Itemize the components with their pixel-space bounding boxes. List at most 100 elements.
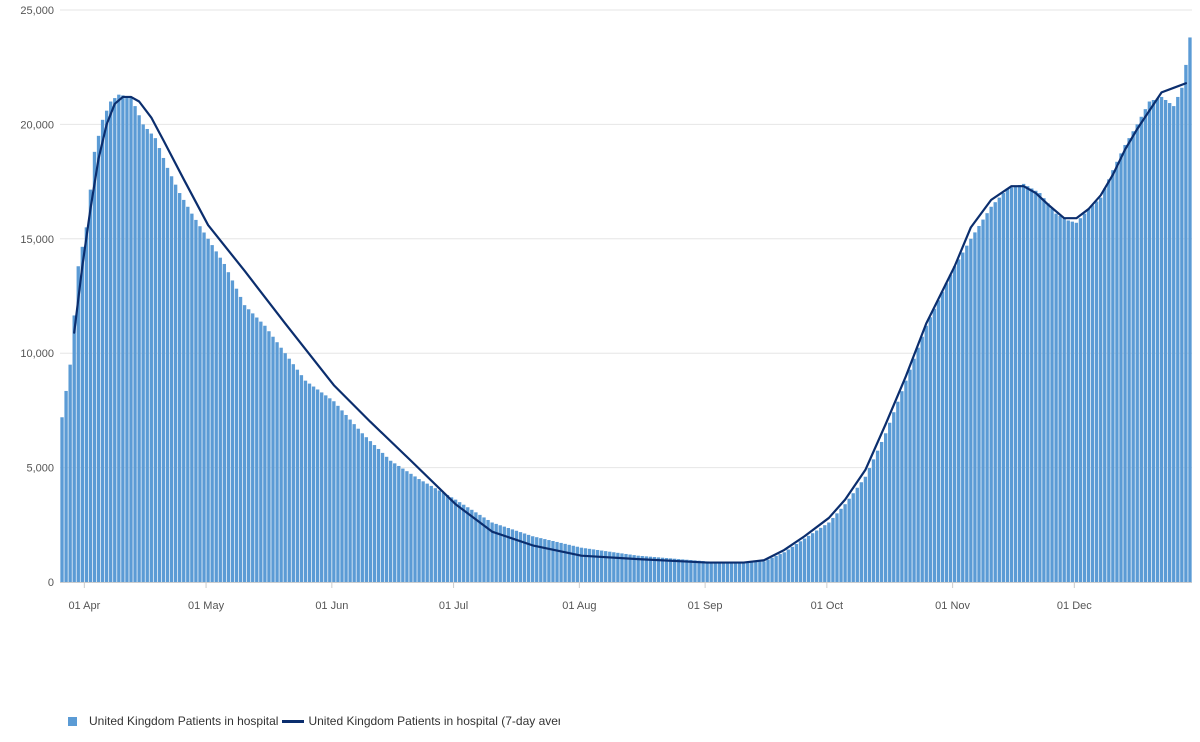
bar bbox=[1111, 170, 1115, 582]
bar bbox=[324, 395, 328, 582]
bar bbox=[222, 263, 227, 582]
bar bbox=[498, 525, 502, 582]
bar bbox=[733, 562, 738, 582]
bar bbox=[1163, 99, 1168, 583]
bar bbox=[441, 492, 446, 582]
bar bbox=[287, 358, 291, 582]
bar bbox=[194, 219, 198, 582]
bar bbox=[677, 559, 681, 582]
legend-item-line[interactable]: United Kingdom Patients in hospital (7-d… bbox=[282, 714, 560, 728]
bar bbox=[790, 546, 795, 582]
x-tick-label: 01 Aug bbox=[562, 600, 596, 612]
bar bbox=[892, 412, 896, 582]
bar bbox=[689, 560, 693, 582]
bar bbox=[433, 488, 437, 582]
bar bbox=[900, 391, 904, 582]
bar bbox=[332, 401, 336, 582]
bar bbox=[944, 283, 949, 582]
legend-item-bars[interactable]: United Kingdom Patients in hospital bbox=[68, 714, 278, 728]
bar bbox=[242, 305, 247, 582]
bar bbox=[267, 331, 271, 582]
bar bbox=[291, 364, 295, 582]
bar bbox=[307, 383, 312, 582]
bar bbox=[506, 528, 511, 582]
bar bbox=[1058, 215, 1062, 583]
bar bbox=[80, 246, 84, 583]
bar bbox=[928, 317, 932, 582]
bar bbox=[397, 465, 401, 582]
bar bbox=[616, 552, 620, 582]
bar bbox=[198, 226, 202, 582]
bar bbox=[234, 288, 239, 582]
bar bbox=[531, 536, 535, 582]
bar bbox=[299, 375, 304, 582]
bar bbox=[1009, 187, 1014, 582]
bar bbox=[328, 398, 332, 582]
bar bbox=[1147, 101, 1152, 583]
bar bbox=[1159, 96, 1164, 582]
bar bbox=[173, 184, 178, 582]
bar bbox=[311, 386, 316, 582]
bar bbox=[535, 537, 539, 582]
bar bbox=[206, 238, 210, 583]
bar bbox=[1151, 99, 1156, 583]
bar bbox=[1188, 37, 1192, 583]
bar bbox=[831, 517, 835, 582]
bar bbox=[786, 549, 790, 582]
bar bbox=[502, 526, 506, 582]
bar bbox=[1086, 209, 1091, 582]
bar bbox=[871, 459, 876, 582]
bar bbox=[806, 535, 811, 582]
x-tick-label: 01 Oct bbox=[811, 600, 843, 612]
bar bbox=[315, 389, 320, 582]
bar bbox=[1184, 64, 1188, 583]
bar bbox=[104, 110, 109, 582]
bar bbox=[161, 157, 166, 582]
bar bbox=[1050, 208, 1054, 582]
bar bbox=[709, 561, 713, 582]
bar bbox=[263, 325, 267, 582]
bar bbox=[60, 417, 64, 582]
bar bbox=[851, 493, 855, 582]
bar bbox=[340, 410, 344, 582]
bar bbox=[421, 481, 425, 582]
bar bbox=[961, 252, 965, 582]
bar bbox=[555, 541, 559, 582]
bar bbox=[1074, 222, 1079, 582]
x-tick-label: 01 Jun bbox=[315, 600, 348, 612]
y-tick-label: 10,000 bbox=[20, 348, 54, 360]
legend-bar-label: United Kingdom Patients in hospital bbox=[89, 714, 279, 728]
bar bbox=[604, 551, 608, 582]
bar bbox=[705, 561, 709, 582]
bar bbox=[859, 482, 864, 582]
bar bbox=[697, 560, 701, 582]
bar bbox=[1062, 218, 1066, 582]
bar bbox=[624, 553, 628, 582]
bar bbox=[583, 548, 588, 582]
bar bbox=[571, 545, 575, 582]
bar bbox=[1046, 203, 1050, 582]
bar bbox=[993, 202, 997, 582]
bar bbox=[754, 561, 758, 582]
bar bbox=[238, 296, 243, 582]
y-axis-ticks: 0 5,000 10,000 15,000 20,000 25,000 bbox=[20, 5, 54, 589]
bar bbox=[693, 560, 697, 582]
bar bbox=[883, 433, 888, 582]
bar bbox=[701, 561, 705, 582]
bar bbox=[1038, 193, 1042, 583]
bar bbox=[608, 551, 612, 582]
bar bbox=[879, 441, 884, 582]
bar bbox=[246, 309, 251, 582]
bar bbox=[932, 308, 937, 582]
bar bbox=[255, 317, 259, 582]
bar bbox=[259, 321, 263, 582]
legend-bar-swatch bbox=[68, 716, 77, 726]
bar bbox=[875, 450, 880, 582]
bar bbox=[157, 148, 162, 582]
bar bbox=[1107, 179, 1111, 582]
bar bbox=[823, 525, 827, 582]
bar bbox=[668, 558, 673, 582]
bar bbox=[904, 380, 908, 582]
bar bbox=[1017, 185, 1022, 583]
bar bbox=[364, 437, 369, 582]
